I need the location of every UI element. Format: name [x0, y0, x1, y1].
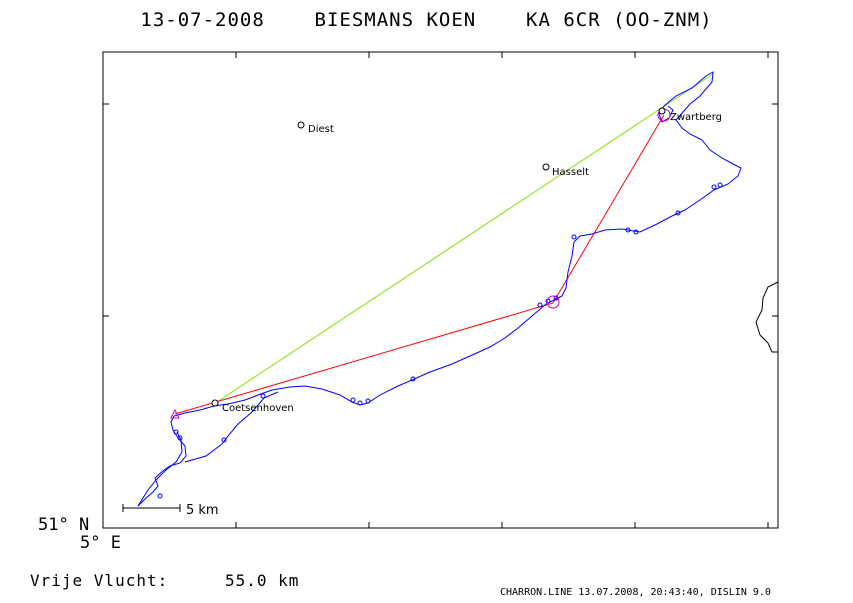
pilot-name: BIESMANS KOEN	[314, 9, 477, 31]
footer-info: CHARRON.LINE 13.07.2008, 20:43:40, DISLI…	[500, 587, 771, 598]
place-marker-coetsenhoven	[211, 399, 219, 407]
place-marker-diest	[297, 121, 305, 129]
place-label-coetsenhoven: Coetsenhoven	[222, 403, 294, 414]
flight-date: 13-07-2008	[140, 9, 265, 31]
flight-track-tail	[137, 431, 183, 507]
place-label-hasselt: Hasselt	[552, 167, 589, 178]
scale-bar	[122, 504, 181, 512]
distance-value: 55.0 km	[225, 571, 300, 590]
start-marker	[170, 408, 180, 419]
map-frame	[102, 51, 779, 529]
place-label-zwartberg: Zwartberg	[670, 112, 722, 123]
map-title: 13-07-2008 BIESMANS KOEN KA 6CR (OO-ZNM)	[0, 9, 853, 31]
place-marker-hasselt	[542, 163, 550, 171]
distance-label: Vrije Vlucht:	[30, 571, 169, 590]
place-markers	[211, 107, 666, 407]
closing-leg	[213, 73, 714, 405]
thermal-marks	[157, 182, 723, 499]
latitude-label: 51° N	[38, 515, 90, 535]
axis-ticks	[102, 52, 778, 528]
task-legs	[174, 114, 665, 415]
turnpoint-ring	[546, 295, 560, 309]
glider-name: KA 6CR (OO-ZNM)	[526, 9, 713, 31]
place-label-diest: Diest	[308, 124, 334, 135]
scale-label: 5 km	[186, 503, 219, 518]
flight-track	[137, 71, 742, 507]
longitude-label: 5° E	[80, 533, 121, 553]
flight-track-branch	[184, 391, 279, 463]
place-marker-zwartberg	[658, 107, 666, 115]
country-border	[755, 281, 779, 353]
